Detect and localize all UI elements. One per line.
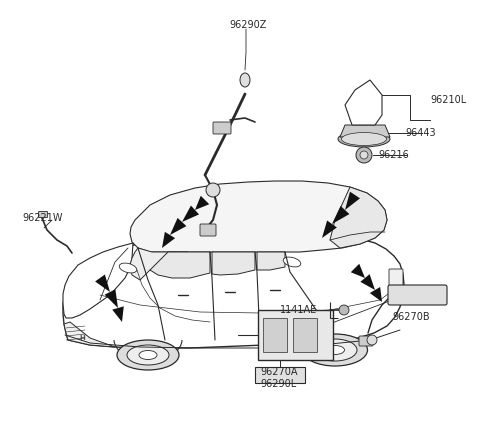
Polygon shape [150,252,210,278]
FancyBboxPatch shape [258,310,333,360]
Ellipse shape [338,131,390,147]
Polygon shape [322,221,337,238]
FancyBboxPatch shape [38,211,48,218]
Ellipse shape [117,340,179,370]
Polygon shape [162,232,175,248]
Polygon shape [330,187,387,248]
Ellipse shape [139,350,157,360]
FancyBboxPatch shape [263,318,287,352]
Polygon shape [95,275,110,292]
Ellipse shape [127,345,169,365]
Polygon shape [105,289,118,308]
Text: 96221W: 96221W [22,213,62,223]
Polygon shape [370,287,382,302]
Polygon shape [170,218,186,235]
Text: 1141AE: 1141AE [280,305,317,315]
Ellipse shape [302,334,368,366]
Polygon shape [130,248,188,280]
Circle shape [339,305,349,315]
Polygon shape [351,264,365,278]
Ellipse shape [341,133,386,145]
Circle shape [360,151,368,159]
Circle shape [356,147,372,163]
Polygon shape [182,205,199,222]
Polygon shape [345,192,360,210]
Polygon shape [112,306,124,322]
FancyBboxPatch shape [293,318,317,352]
Polygon shape [360,274,375,290]
Text: 96270B: 96270B [392,312,430,322]
Text: 96210L: 96210L [430,95,466,105]
Text: H: H [79,335,85,341]
FancyBboxPatch shape [359,336,373,346]
FancyBboxPatch shape [389,269,403,301]
Ellipse shape [313,339,357,361]
Polygon shape [340,125,390,137]
FancyBboxPatch shape [213,122,231,134]
Circle shape [206,183,220,197]
Polygon shape [257,252,285,270]
Polygon shape [345,80,382,125]
FancyBboxPatch shape [255,367,305,383]
FancyBboxPatch shape [388,285,447,305]
Text: 96443: 96443 [405,128,436,138]
Ellipse shape [119,263,137,273]
Ellipse shape [283,257,301,267]
Polygon shape [63,232,404,348]
Polygon shape [332,206,349,224]
Polygon shape [63,243,133,318]
Text: 96290Z: 96290Z [229,20,266,30]
Ellipse shape [240,73,250,87]
Text: 96216: 96216 [378,150,409,160]
Text: 96290L: 96290L [260,379,296,389]
Polygon shape [64,322,115,347]
Polygon shape [130,181,387,252]
Text: 96270A: 96270A [260,367,298,377]
Polygon shape [212,252,255,275]
FancyBboxPatch shape [200,224,216,236]
Ellipse shape [325,345,345,354]
Circle shape [367,335,377,345]
Polygon shape [195,196,209,210]
